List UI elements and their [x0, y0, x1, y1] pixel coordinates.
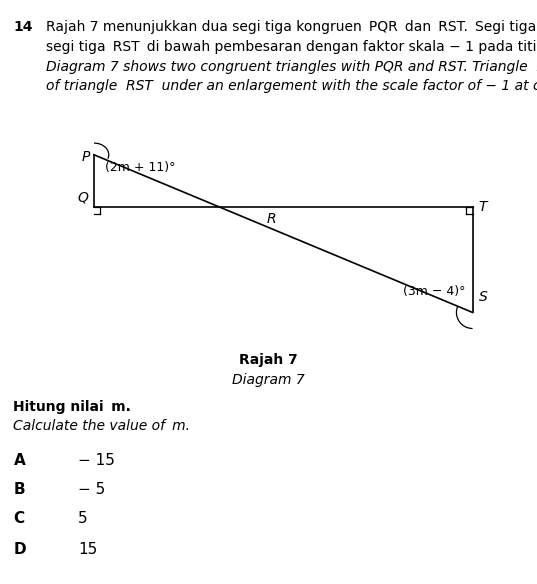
Text: B: B: [13, 482, 25, 497]
Text: Diagram 7 shows two congruent triangles with PQR and RST. Triangle  PQR  is the : Diagram 7 shows two congruent triangles …: [46, 60, 537, 74]
Text: − 15: − 15: [78, 453, 115, 468]
Text: T: T: [478, 200, 487, 214]
Text: Rajah 7 menunjukkan dua segi tiga kongruen  PQR  dan  RST.  Segi tiga  PQR  iala: Rajah 7 menunjukkan dua segi tiga kongru…: [46, 20, 537, 34]
Text: 15: 15: [78, 542, 97, 557]
Text: S: S: [479, 290, 488, 304]
Text: C: C: [13, 511, 25, 526]
Text: 5: 5: [78, 511, 88, 526]
Text: Calculate the value of  m.: Calculate the value of m.: [13, 419, 191, 433]
Text: Hitung nilai  m.: Hitung nilai m.: [13, 400, 132, 414]
Text: of triangle  RST  under an enlargement with the scale factor of − 1 at centre R.: of triangle RST under an enlargement wit…: [46, 79, 537, 93]
Text: − 5: − 5: [78, 482, 105, 497]
Text: A: A: [13, 453, 25, 468]
Text: 14: 14: [13, 20, 33, 34]
Text: Diagram 7: Diagram 7: [232, 373, 305, 387]
Text: (2m + 11)°: (2m + 11)°: [105, 161, 175, 173]
Text: (3m − 4)°: (3m − 4)°: [403, 285, 465, 298]
Text: Rajah 7: Rajah 7: [239, 353, 298, 367]
Text: R: R: [267, 212, 277, 226]
Text: D: D: [13, 542, 26, 557]
Text: P: P: [81, 150, 90, 164]
Text: Q: Q: [78, 190, 89, 204]
Text: segi tiga  RST  di bawah pembesaran dengan faktor skala − 1 pada titik  R.: segi tiga RST di bawah pembesaran dengan…: [46, 40, 537, 54]
